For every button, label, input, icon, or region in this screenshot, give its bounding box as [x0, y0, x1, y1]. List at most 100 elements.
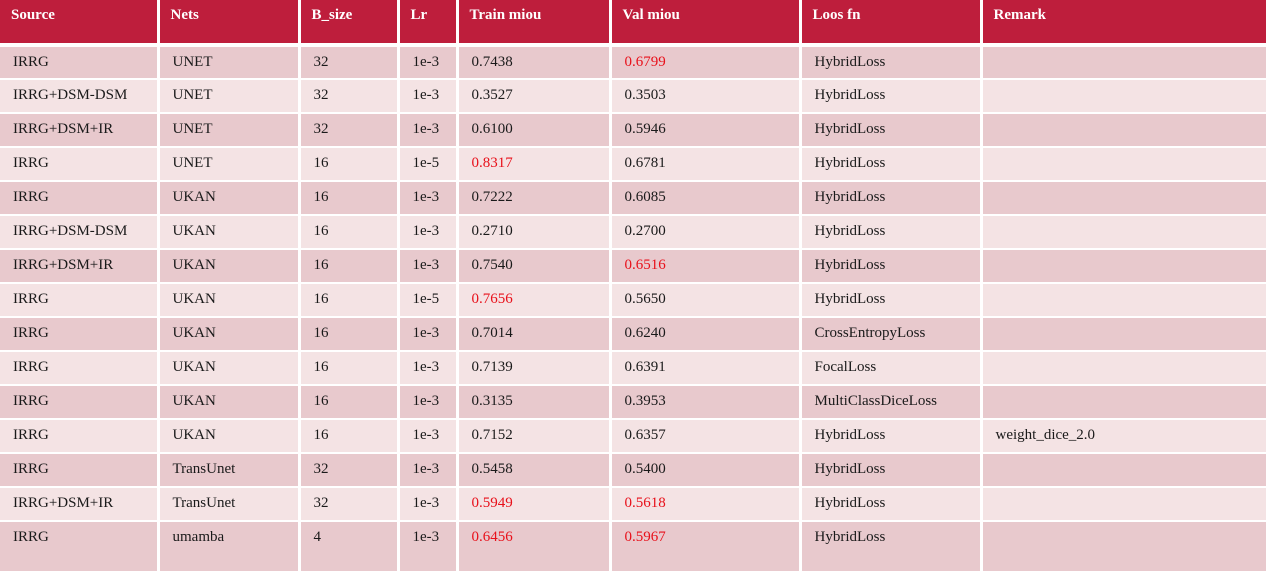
b-size-cell: 16 [299, 419, 400, 454]
source-cell: IRRG+DSM+IR [0, 487, 160, 522]
remark-cell [981, 215, 1266, 250]
column-header-remark: Remark [981, 0, 1266, 47]
b-size-cell: 16 [299, 283, 400, 318]
remark-cell [981, 385, 1266, 420]
loss-fn-cell: HybridLoss [800, 113, 983, 148]
nets-cell: UKAN [158, 317, 301, 352]
val-miou-cell: 0.5400 [610, 453, 802, 488]
remark-cell [981, 79, 1266, 114]
source-cell: IRRG+DSM-DSM [0, 79, 160, 114]
train-miou-cell: 0.7222 [457, 181, 612, 216]
table-header: Source Nets B_size Lr Train miou Val mio… [0, 0, 1266, 47]
remark-cell [981, 351, 1266, 386]
source-cell: IRRG+DSM+IR [0, 249, 160, 284]
b-size-cell: 16 [299, 215, 400, 250]
loss-fn-cell: HybridLoss [800, 487, 983, 522]
remark-cell [981, 453, 1266, 488]
lr-cell: 1e-3 [398, 45, 459, 80]
nets-cell: UNET [158, 45, 301, 80]
b-size-cell: 16 [299, 317, 400, 352]
lr-cell: 1e-3 [398, 385, 459, 420]
column-header-val-miou: Val miou [610, 0, 802, 47]
table-row: IRRG+DSM+IR UNET 32 1e-3 0.6100 0.5946 HybridL… [0, 113, 1266, 148]
nets-cell: UKAN [158, 385, 301, 420]
b-size-cell: 16 [299, 147, 400, 182]
column-header-b-size: B_size [299, 0, 400, 47]
val-miou-cell: 0.6391 [610, 351, 802, 386]
column-header-nets: Nets [158, 0, 301, 47]
train-miou-cell: 0.7656 [457, 283, 612, 318]
nets-cell: UNET [158, 79, 301, 114]
source-cell: IRRG [0, 181, 160, 216]
val-miou-cell: 0.5967 [610, 521, 802, 571]
column-header-loss-fn: Loos fn [800, 0, 983, 47]
b-size-cell: 32 [299, 79, 400, 114]
source-cell: IRRG [0, 419, 160, 454]
remark-cell [981, 249, 1266, 284]
source-cell: IRRG [0, 45, 160, 80]
table-row: IRRG umamba 4 1e-3 0.6456 0.5967 HybridLoss [0, 521, 1266, 571]
remark-cell [981, 113, 1266, 148]
val-miou-cell: 0.5650 [610, 283, 802, 318]
column-header-lr: Lr [398, 0, 459, 47]
train-miou-cell: 0.5949 [457, 487, 612, 522]
loss-fn-cell: MultiClassDiceLoss [800, 385, 983, 420]
val-miou-cell: 0.5618 [610, 487, 802, 522]
train-miou-cell: 0.3135 [457, 385, 612, 420]
column-header-source: Source [0, 0, 160, 47]
train-miou-cell: 0.6100 [457, 113, 612, 148]
train-miou-cell: 0.6456 [457, 521, 612, 571]
nets-cell: UKAN [158, 419, 301, 454]
results-table: Source Nets B_size Lr Train miou Val mio… [0, 0, 1266, 571]
train-miou-cell: 0.7152 [457, 419, 612, 454]
train-miou-cell: 0.7540 [457, 249, 612, 284]
table-row: IRRG+DSM-DSM UNET 32 1e-3 0.3527 0.3503 Hybrid… [0, 79, 1266, 114]
loss-fn-cell: HybridLoss [800, 181, 983, 216]
loss-fn-cell: FocalLoss [800, 351, 983, 386]
source-cell: IRRG [0, 521, 160, 571]
remark-cell [981, 521, 1266, 571]
source-cell: IRRG [0, 351, 160, 386]
table-row: IRRG UKAN 16 1e-3 0.7014 0.6240 CrossEntropyLo… [0, 317, 1266, 352]
nets-cell: TransUnet [158, 453, 301, 488]
nets-cell: umamba [158, 521, 301, 571]
train-miou-cell: 0.5458 [457, 453, 612, 488]
table-row: IRRG+DSM-DSM UKAN 16 1e-3 0.2710 0.2700 Hybrid… [0, 215, 1266, 250]
source-cell: IRRG+DSM-DSM [0, 215, 160, 250]
train-miou-cell: 0.7438 [457, 45, 612, 80]
b-size-cell: 16 [299, 249, 400, 284]
table-body: IRRG UNET 32 1e-3 0.7438 0.6799 HybridLoss IRRG… [0, 45, 1266, 571]
b-size-cell: 32 [299, 453, 400, 488]
nets-cell: UKAN [158, 215, 301, 250]
b-size-cell: 16 [299, 351, 400, 386]
lr-cell: 1e-5 [398, 147, 459, 182]
lr-cell: 1e-3 [398, 113, 459, 148]
source-cell: IRRG [0, 283, 160, 318]
column-header-train-miou: Train miou [457, 0, 612, 47]
train-miou-cell: 0.8317 [457, 147, 612, 182]
lr-cell: 1e-3 [398, 453, 459, 488]
nets-cell: UNET [158, 147, 301, 182]
table-row: IRRG UKAN 16 1e-3 0.7139 0.6391 FocalLoss [0, 351, 1266, 386]
source-cell: IRRG [0, 317, 160, 352]
nets-cell: UKAN [158, 283, 301, 318]
source-cell: IRRG+DSM+IR [0, 113, 160, 148]
val-miou-cell: 0.3503 [610, 79, 802, 114]
val-miou-cell: 0.6799 [610, 45, 802, 80]
table-row: IRRG UKAN 16 1e-5 0.7656 0.5650 HybridLoss [0, 283, 1266, 318]
lr-cell: 1e-3 [398, 249, 459, 284]
loss-fn-cell: HybridLoss [800, 147, 983, 182]
nets-cell: TransUnet [158, 487, 301, 522]
table-row: IRRG UKAN 16 1e-3 0.7152 0.6357 HybridLoss weig… [0, 419, 1266, 454]
lr-cell: 1e-3 [398, 79, 459, 114]
remark-cell [981, 283, 1266, 318]
train-miou-cell: 0.7139 [457, 351, 612, 386]
val-miou-cell: 0.6781 [610, 147, 802, 182]
source-cell: IRRG [0, 385, 160, 420]
val-miou-cell: 0.6085 [610, 181, 802, 216]
loss-fn-cell: HybridLoss [800, 215, 983, 250]
b-size-cell: 4 [299, 521, 400, 571]
lr-cell: 1e-5 [398, 283, 459, 318]
nets-cell: UKAN [158, 181, 301, 216]
lr-cell: 1e-3 [398, 487, 459, 522]
